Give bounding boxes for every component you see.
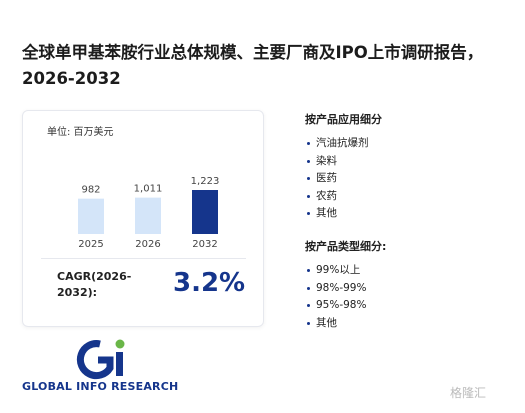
segment: 按产品应用细分汽油抗爆剂 染料 医药 农药 其他	[305, 111, 515, 223]
segment-heading: 按产品应用细分	[305, 113, 382, 126]
bar	[135, 197, 161, 234]
bar	[78, 198, 104, 234]
card: 982 2025 1,011 2026 1,223 2032 单位: 百万美元 CAGR(…	[22, 110, 264, 327]
cagr-label: CAGR(2026-2032):	[57, 270, 132, 299]
category-label: 2032	[192, 239, 217, 250]
cagr-value: 3.2%	[173, 268, 246, 298]
title: 全球单甲基苯胺行业总体规模、主要厂商及IPO上市调研报告，2026-2032	[22, 43, 484, 88]
logo-mark	[76, 339, 125, 380]
value-label: 1,223	[191, 176, 220, 187]
segment-item: 染料	[305, 153, 515, 171]
chart: 982 2025 1,011 2026 1,223 2032	[78, 176, 220, 250]
segment-list: 99%以上 98%-99% 95%-98% 其他	[305, 262, 515, 332]
bar	[192, 190, 218, 234]
divider	[41, 258, 246, 259]
segment-item: 医药	[305, 170, 515, 188]
category-label: 2025	[78, 239, 103, 250]
segment-item: 汽油抗爆剂	[305, 135, 515, 153]
value-label: 1,011	[134, 184, 163, 195]
segment-item: 95%-98%	[305, 297, 515, 315]
segment-list: 汽油抗爆剂 染料 医药 农药 其他	[305, 135, 515, 223]
segment-item: 其他	[305, 205, 515, 223]
value-label: 982	[81, 185, 100, 196]
watermark: 格隆汇	[450, 386, 487, 400]
logo-text: GLOBAL INFO RESEARCH	[22, 380, 179, 393]
segment: 按产品类型细分: 99%以上 98%-99% 95%-98% 其他	[305, 238, 515, 332]
unit: 单位: 百万美元	[47, 127, 114, 138]
segment-item: 农药	[305, 188, 515, 206]
segment-item: 99%以上	[305, 262, 515, 280]
category-label: 2026	[135, 239, 160, 250]
segment-heading: 按产品类型细分:	[305, 240, 387, 253]
segment-item: 其他	[305, 315, 515, 333]
segment-item: 98%-99%	[305, 280, 515, 298]
